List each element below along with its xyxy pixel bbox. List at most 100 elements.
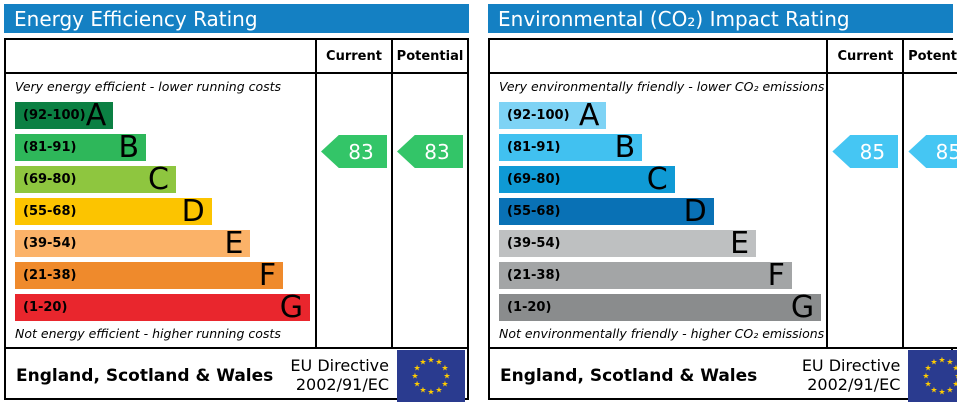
eu-directive-line1: EU Directive: [801, 356, 901, 376]
energy-panel-title: Energy Efficiency Rating: [4, 4, 469, 33]
co2-panel-title: Environmental (CO₂) Impact Rating: [488, 4, 953, 33]
band-bar-b: (81-91) B: [15, 130, 147, 165]
band-range: (55-68): [507, 204, 561, 219]
energy-current-rating-arrow: 83: [321, 135, 387, 168]
co2-current-value-cell: 85: [826, 74, 903, 347]
co2-potential-value-cell: 85: [902, 74, 957, 347]
svg-text:★: ★: [925, 380, 932, 389]
co2-impact-panel: Environmental (CO₂) Impact Rating Curren…: [488, 4, 957, 402]
band-letter: B: [118, 130, 140, 165]
eu-directive-line1: EU Directive: [290, 356, 389, 376]
region-label: England, Scotland & Wales: [500, 366, 758, 386]
band-letter: G: [790, 290, 815, 325]
co2-potential-column-header: Potential: [902, 40, 957, 74]
band-letter: F: [767, 258, 785, 293]
svg-text:★: ★: [955, 372, 957, 381]
band-bar-g: (1-20) G: [15, 290, 311, 325]
band-row: (55-68) D: [499, 197, 824, 227]
energy-current-rating-value: 83: [348, 139, 374, 164]
energy-potential-rating-arrow: 83: [397, 135, 463, 168]
band-bar-c: (69-80) C: [15, 165, 176, 195]
band-row: (21-38) F: [15, 261, 313, 291]
eu-directive-label: EU Directive 2002/91/EC: [290, 356, 389, 395]
energy-potential-column-header: Potential: [391, 40, 467, 74]
band-row: (69-80) C: [15, 165, 313, 195]
svg-text:★: ★: [411, 372, 418, 381]
svg-text:★: ★: [443, 372, 450, 381]
svg-text:★: ★: [939, 388, 946, 397]
band-letter: C: [646, 162, 668, 197]
band-range: (81-91): [507, 140, 561, 155]
svg-text:★: ★: [953, 364, 957, 373]
band-range: (39-54): [23, 236, 77, 251]
co2-current-rating-arrow: 85: [832, 135, 899, 168]
band-row: (92-100) A: [15, 101, 313, 131]
svg-text:★: ★: [414, 380, 421, 389]
band-range: (92-100): [507, 108, 570, 123]
svg-text:★: ★: [953, 380, 957, 389]
svg-text:★: ★: [923, 372, 930, 381]
band-bar-g: (1-20) G: [499, 290, 822, 325]
band-range: (21-38): [507, 268, 561, 283]
band-bar-b: (81-91) B: [499, 130, 643, 165]
co2-bands-area: Very environmentally friendly - lower CO…: [490, 74, 827, 347]
svg-text:★: ★: [435, 385, 442, 394]
eu-flag-icon: ★★★ ★★★ ★★★ ★★★: [397, 350, 465, 402]
epc-rating-charts: Energy Efficiency Rating Current Potenti…: [4, 4, 957, 402]
band-row: (92-100) A: [499, 98, 824, 133]
band-letter: E: [730, 226, 750, 261]
band-bar-d: (55-68) D: [499, 197, 714, 227]
svg-text:★: ★: [931, 358, 938, 367]
svg-text:★: ★: [414, 364, 421, 373]
band-bar-d: (55-68) D: [15, 194, 212, 229]
band-bar-a: (92-100) A: [499, 98, 607, 133]
band-bar-f: (21-38) F: [15, 261, 284, 291]
band-row: (21-38) F: [499, 258, 824, 293]
co2-corner-cell: [490, 40, 827, 74]
band-range: (1-20): [507, 300, 552, 315]
energy-chart-table: Current Potential Very energy efficient …: [4, 38, 469, 402]
co2-current-rating-value: 85: [859, 139, 886, 164]
co2-current-column-header: Current: [826, 40, 903, 74]
eu-directive-line2: 2002/91/EC: [807, 375, 901, 394]
svg-text:★: ★: [427, 388, 434, 397]
energy-bands-area: Very energy efficient - lower running co…: [6, 74, 315, 347]
svg-text:★: ★: [939, 356, 946, 365]
band-range: (69-80): [507, 172, 561, 187]
band-letter: E: [224, 226, 244, 261]
svg-text:★: ★: [419, 385, 426, 394]
eu-directive-label: EU Directive 2002/91/EC: [801, 356, 901, 395]
svg-text:★: ★: [419, 358, 426, 367]
energy-current-column-header: Current: [315, 40, 391, 74]
band-letter: G: [279, 290, 304, 325]
band-bar-a: (92-100) A: [15, 101, 114, 131]
co2-bottom-caption: Not environmentally friendly - higher CO…: [499, 326, 825, 341]
energy-potential-rating-value: 83: [424, 139, 450, 164]
svg-text:★: ★: [441, 380, 448, 389]
band-row: (39-54) E: [499, 226, 824, 261]
band-range: (69-80): [23, 172, 77, 187]
band-range: (39-54): [507, 236, 561, 251]
band-bar-c: (69-80) C: [499, 162, 675, 197]
band-row: (81-91) B: [499, 130, 824, 165]
svg-text:★: ★: [435, 358, 442, 367]
svg-text:★: ★: [947, 385, 954, 394]
energy-potential-value-cell: 83: [391, 74, 467, 347]
svg-text:★: ★: [947, 358, 954, 367]
band-letter: B: [614, 130, 636, 165]
band-range: (81-91): [23, 140, 77, 155]
eu-directive-line2: 2002/91/EC: [295, 375, 389, 394]
energy-top-caption: Very energy efficient - lower running co…: [15, 79, 282, 94]
co2-top-caption: Very environmentally friendly - lower CO…: [499, 79, 825, 94]
band-row: (1-20) G: [15, 290, 313, 325]
band-letter: A: [578, 98, 600, 133]
band-letter: D: [181, 194, 205, 229]
energy-current-value-cell: 83: [315, 74, 391, 347]
band-range: (1-20): [23, 300, 68, 315]
band-row: (39-54) E: [15, 226, 313, 261]
co2-potential-rating-value: 85: [935, 139, 957, 164]
band-row: (81-91) B: [15, 130, 313, 165]
band-row: (69-80) C: [499, 162, 824, 197]
band-range: (21-38): [23, 268, 77, 283]
band-bar-e: (39-54) E: [15, 226, 251, 261]
